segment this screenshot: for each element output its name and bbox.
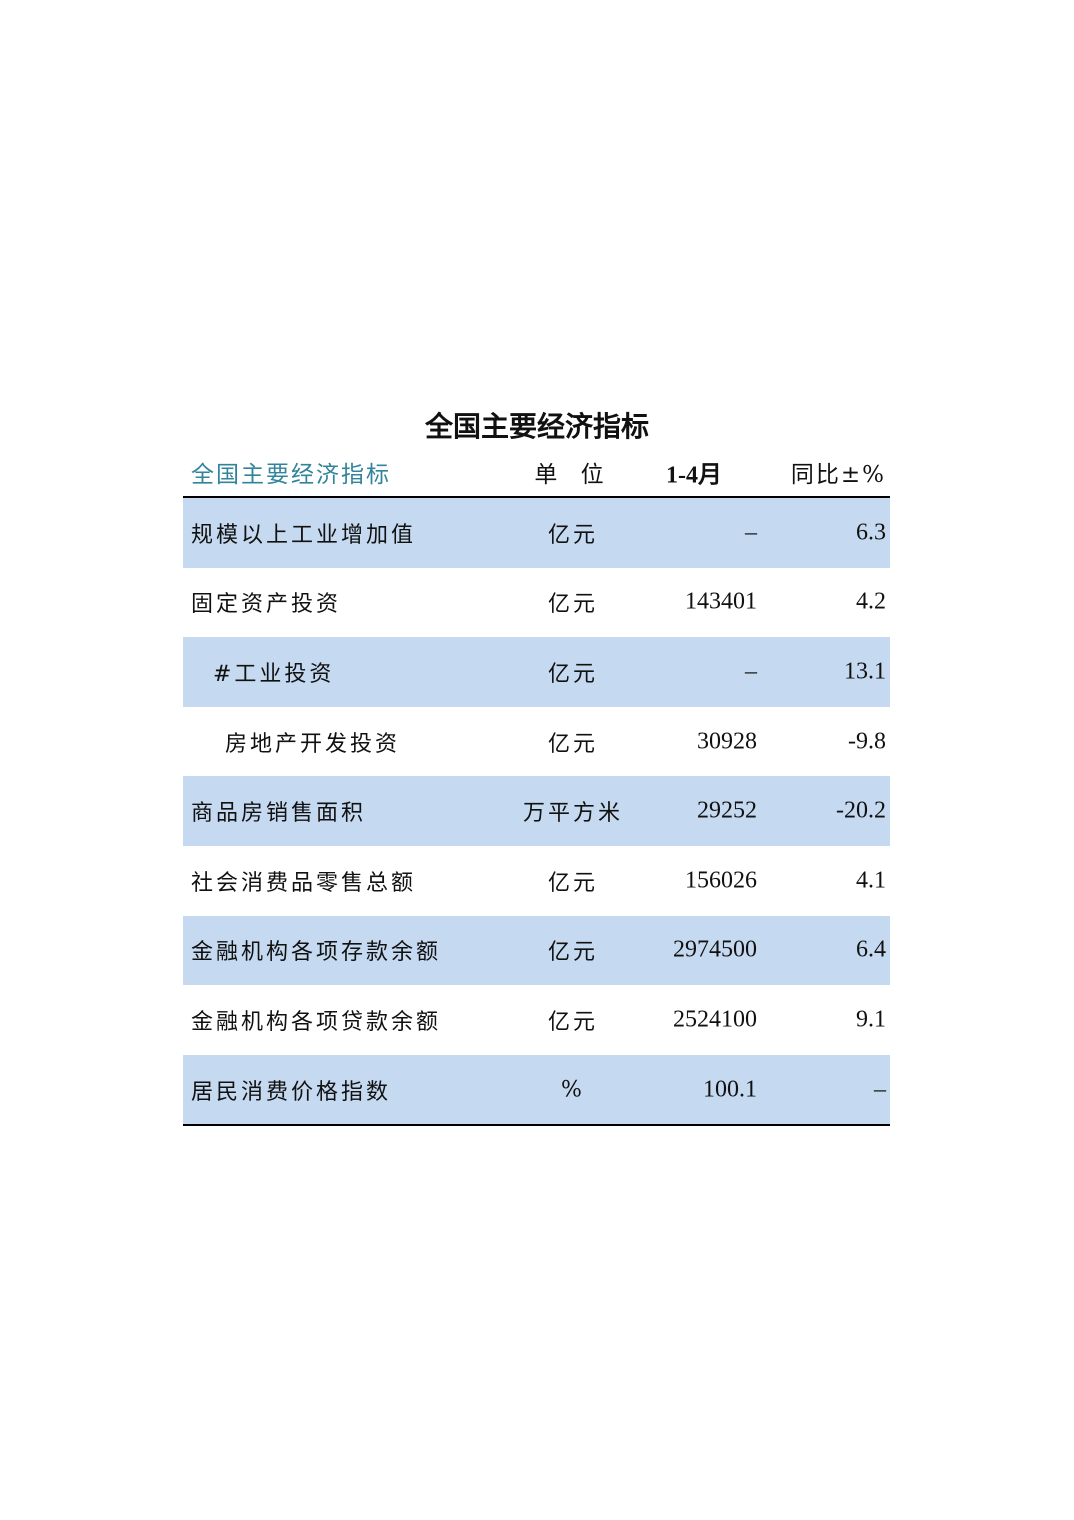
row-label: 社会消费品零售总额 [191,870,417,896]
header-period: 1-4月 [666,462,722,489]
row-unit: 亿元 [547,661,598,687]
row-unit: 亿元 [547,1009,598,1035]
row-value: 29252 [697,797,757,824]
row-yoy: 4.1 [856,867,886,894]
header-indicator: 全国主要经济指标 [191,462,391,488]
row-value: 2524100 [673,1006,757,1033]
row-value: 156026 [685,867,757,894]
page-title: 全国主要经济指标 [424,410,649,443]
row-value: – [745,658,757,685]
row-value: – [745,519,757,546]
row-label: 固定资产投资 [191,592,342,618]
table-row: 规模以上工业增加值 亿元 – 6.3 [183,498,890,568]
table-row: 金融机构各项贷款余额 亿元 2524100 9.1 [183,985,890,1055]
row-unit: 亿元 [547,731,598,757]
header-unit: 单 位 [534,462,612,488]
row-unit: % [561,1077,585,1103]
row-yoy: -9.8 [848,728,886,755]
row-label: 金融机构各项存款余额 [191,940,442,966]
row-label: 房地产开发投资 [225,731,401,757]
row-value: 143401 [685,588,757,615]
table-body: 规模以上工业增加值 亿元 –6.3 固定资产投资 亿元 143401 4.2 #工业投资 亿元 –… [183,498,890,1127]
table-row: 金融机构各项存款余额 亿元 2974500 6.4 [183,915,890,986]
row-label: 金融机构各项贷款余额 [191,1009,442,1035]
row-unit: 亿元 [547,940,598,966]
table-row: 居民消费价格指数% 100.1 – [183,1054,890,1127]
row-label: 商品房销售面积 [191,801,367,827]
table-row: 固定资产投资 亿元 143401 4.2 [183,568,890,638]
table-row: 商品房销售面积 万平方米 29252 -20.2 [183,776,890,846]
table-header: 全国主要经济指标 单 位 1-4月 同比±% [183,448,890,498]
row-yoy: – [874,1076,886,1103]
row-label: #工业投资 [213,661,335,687]
row-value: 2974500 [673,936,757,963]
row-yoy: -20.2 [836,797,886,824]
row-yoy: 6.3 [856,519,886,546]
table-row: 房地产开发投资 亿元 30928 -9.8 [183,707,890,777]
row-label: 居民消费价格指数 [191,1079,392,1105]
header-yoy: 同比±% [790,462,886,488]
table-row: #工业投资 亿元 – 13.1 [183,637,890,707]
indicator-table: 全国主要经济指标 单 位 1-4月 同比±% 规模以上工业增加值 亿元 –6.3 固定… [183,448,890,1127]
row-unit: 亿元 [547,522,598,548]
row-yoy: 6.4 [856,936,886,963]
row-yoy: 4.2 [856,588,886,615]
row-value: 100.1 [703,1076,757,1103]
row-label: 规模以上工业增加值 [191,522,417,548]
row-yoy: 13.1 [844,658,886,685]
row-unit: 亿元 [547,592,598,618]
row-unit: 万平方米 [522,801,623,827]
row-yoy: 9.1 [856,1006,886,1033]
row-unit: 亿元 [547,870,598,896]
table-row: 社会消费品零售总额 亿元 156026 4.1 [183,846,890,916]
row-value: 30928 [697,728,757,755]
